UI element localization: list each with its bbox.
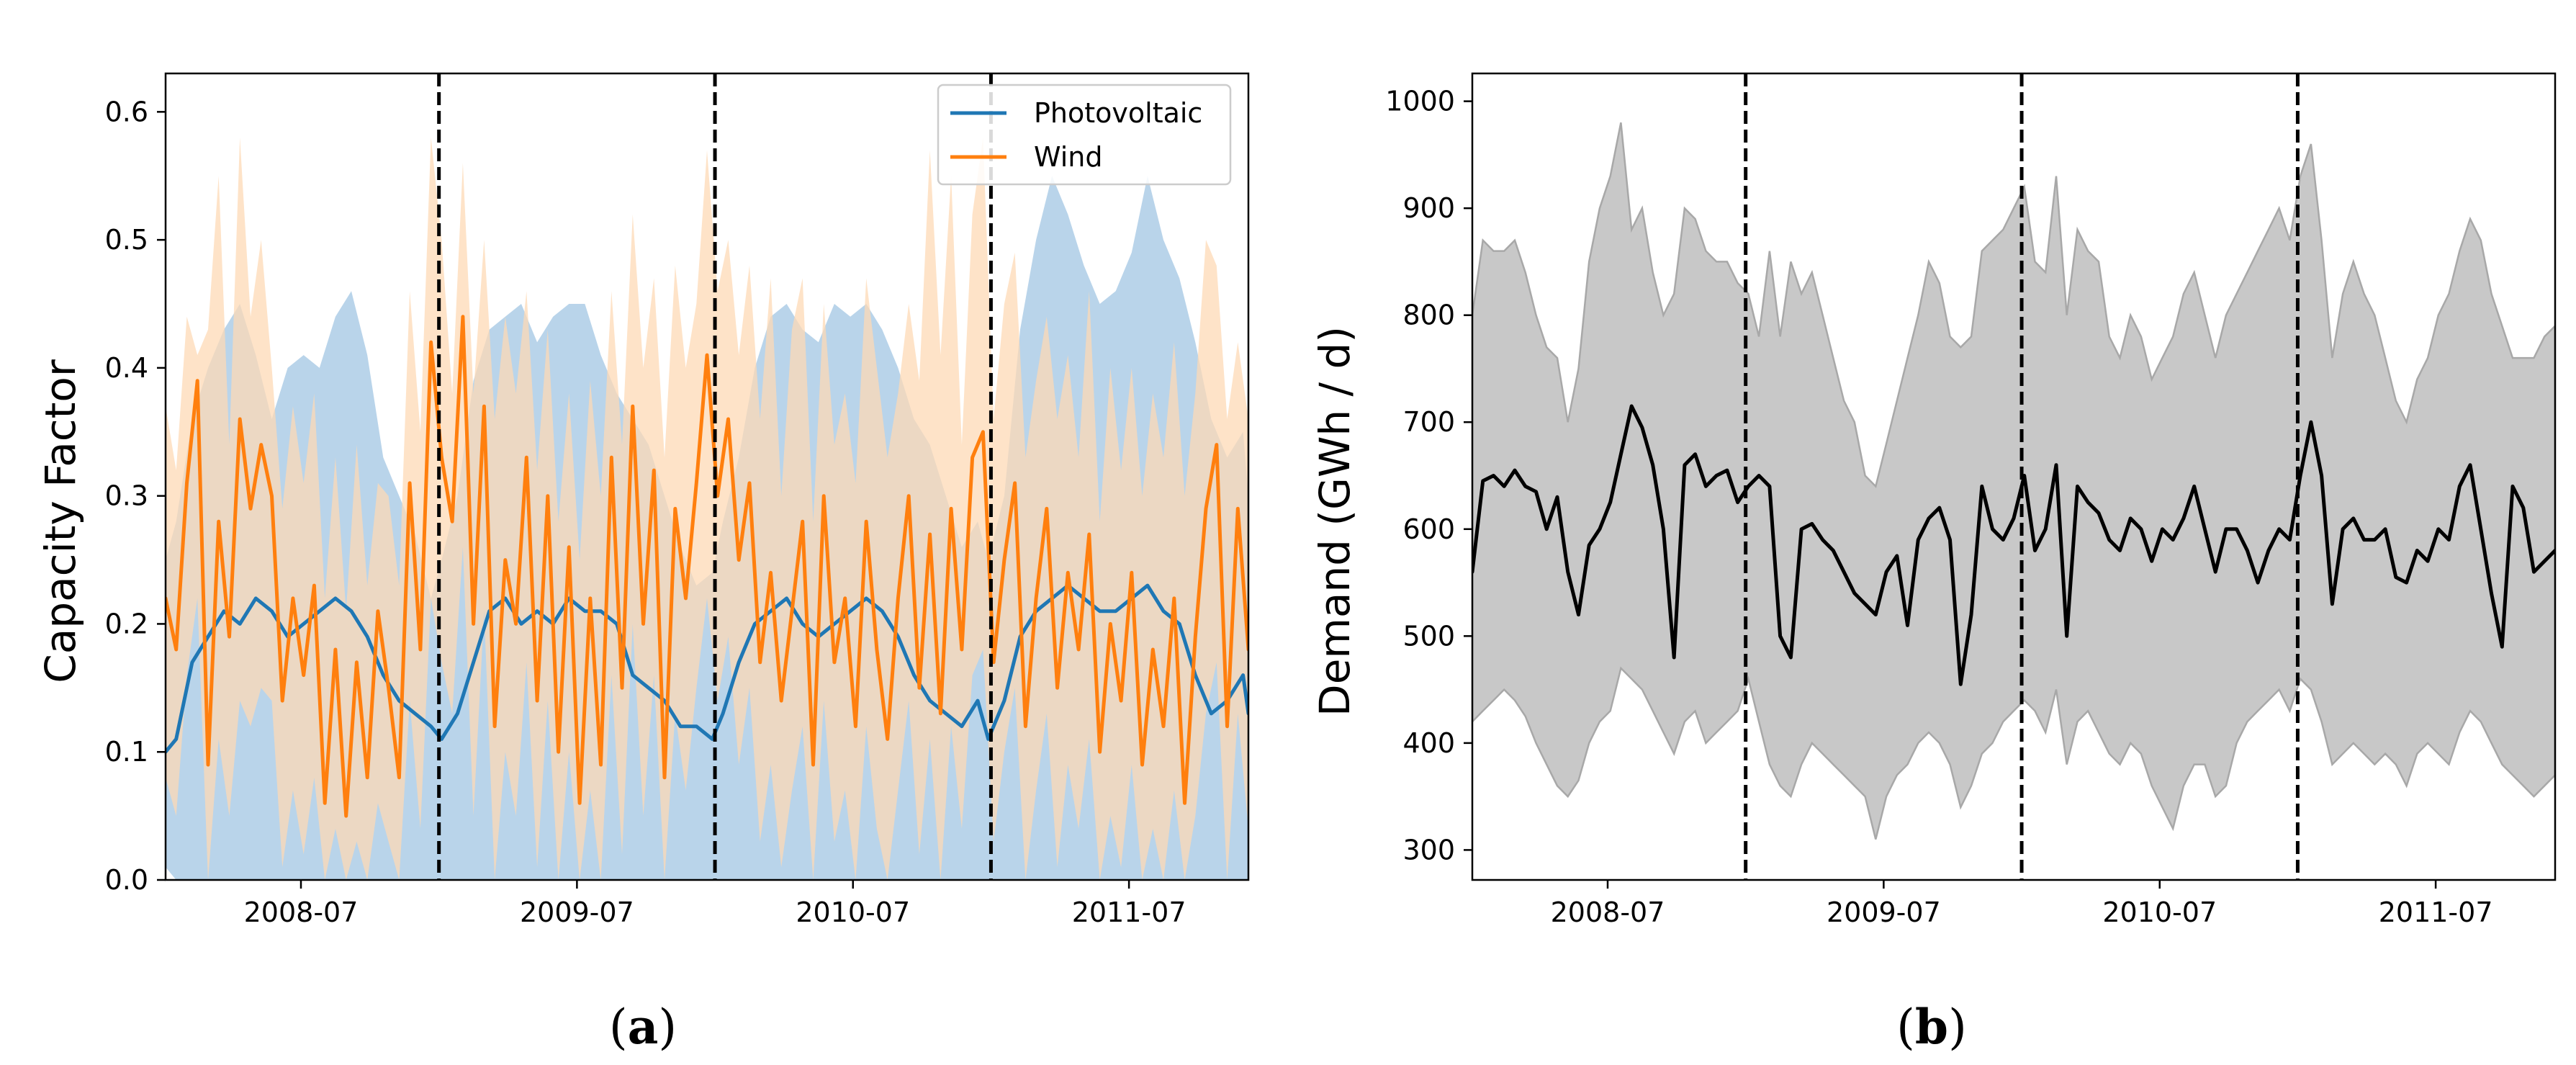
panel-b-plot-frame (1471, 72, 2557, 881)
y-tick-label: 0.6 (105, 96, 148, 127)
panel-a-y-axis: 0.0 0.1 0.2 0.3 0.4 0.5 0.6 (105, 96, 166, 896)
panel-a-y-axis-label: Capacity Factor (36, 359, 85, 683)
y-tick-label: 0.5 (105, 224, 148, 256)
legend-label-wind: Wind (1034, 141, 1103, 173)
panel-b-y-axis: 300 400 500 600 700 800 900 1000 (1385, 86, 1472, 866)
x-tick-label: 2008-07 (244, 897, 359, 928)
x-tick-label: 2010-07 (2102, 897, 2217, 928)
x-tick-label: 2010-07 (796, 897, 910, 928)
panel-a-year-dividers (437, 73, 993, 880)
y-tick-label: 0.4 (105, 352, 148, 384)
panel-b-bands (1472, 122, 2555, 840)
series-line-photovoltaic (166, 583, 1248, 754)
panel-b-year-dividers (1744, 73, 2300, 880)
y-tick-label: 500 (1402, 620, 1455, 652)
caption-close-paren: ) (1948, 999, 1967, 1055)
x-tick-label: 2011-07 (1072, 897, 1186, 928)
caption-close-paren: ) (658, 999, 677, 1055)
legend-box (937, 84, 1232, 186)
y-tick-label: 1000 (1385, 86, 1455, 117)
band-demand (1472, 122, 2555, 840)
panel-a-caption: (a) (609, 999, 677, 1055)
panel-b-demand: 300 400 500 600 700 800 900 1000 2008-07 2009-07… (1310, 72, 2557, 1055)
y-tick-label: 0.1 (105, 736, 148, 768)
y-tick-label: 900 (1402, 192, 1455, 224)
x-tick-label: 2009-07 (520, 897, 634, 928)
panel-b-caption: (b) (1896, 999, 1967, 1055)
series-line-demand (1472, 404, 2555, 686)
panel-a-legend: Photovoltaic Wind (937, 84, 1232, 186)
y-tick-label: 0.0 (105, 864, 148, 896)
legend-label-photovoltaic: Photovoltaic (1034, 97, 1202, 129)
x-tick-label: 2011-07 (2379, 897, 2493, 928)
panel-a-plot-frame (164, 72, 1250, 881)
caption-open-paren: ( (1896, 999, 1915, 1055)
series-line-wind (166, 315, 1248, 818)
y-tick-label: 600 (1402, 513, 1455, 545)
panel-a-x-axis: 2008-07 2009-07 2010-07 2011-07 (244, 880, 1186, 928)
y-tick-label: 0.2 (105, 608, 148, 639)
panel-b-x-axis: 2008-07 2009-07 2010-07 2011-07 (1551, 880, 2493, 928)
x-tick-label: 2008-07 (1551, 897, 1665, 928)
panel-a-capacity-factor: 0.0 0.1 0.2 0.3 0.4 0.5 0.6 2008-07 2009-07 2010… (36, 72, 1250, 1055)
y-tick-label: 0.3 (105, 480, 148, 512)
panel-a-mean-lines (166, 315, 1248, 818)
caption-open-paren: ( (609, 999, 628, 1055)
y-tick-label: 400 (1402, 727, 1455, 759)
panel-b-mean-lines (1472, 404, 2555, 686)
caption-letter: a (628, 999, 659, 1055)
y-tick-label: 300 (1402, 834, 1455, 866)
panel-b-y-axis-label: Demand (GWh / d) (1310, 326, 1359, 716)
y-tick-label: 700 (1402, 406, 1455, 438)
caption-letter: b (1915, 999, 1948, 1055)
band-wind (166, 137, 1248, 880)
y-tick-label: 800 (1402, 300, 1455, 331)
x-tick-label: 2009-07 (1827, 897, 1941, 928)
